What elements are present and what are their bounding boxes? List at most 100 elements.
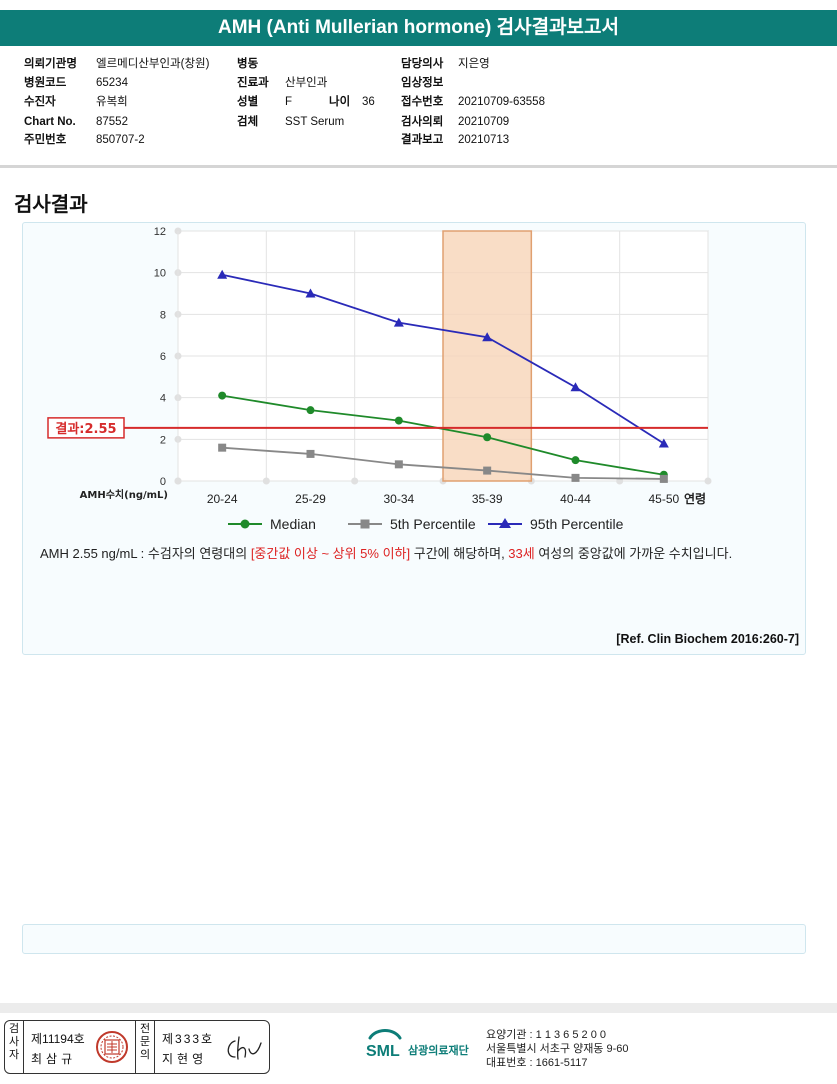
y-tick-label: 4: [160, 393, 166, 405]
legend-label: 5th Percentile: [390, 516, 476, 532]
handwritten-signature-icon: [227, 1036, 262, 1060]
data-point: [571, 473, 580, 482]
data-point: [571, 456, 580, 465]
report-date-label: 결과보고: [401, 134, 444, 146]
hospital-code-row: 병원코드 65234: [24, 74, 128, 92]
sex-value: F: [285, 96, 293, 108]
ward-row: 병동: [237, 55, 285, 73]
sml-logo: SML 삼광의료재단: [366, 1029, 469, 1060]
x-tick-label: 45-50: [648, 492, 679, 506]
specimen-label: 검체: [237, 116, 259, 128]
x-tick-label: 25-29: [295, 492, 326, 506]
doctor-row: 담당의사 지은영: [401, 55, 490, 73]
legend-label: Median: [270, 516, 316, 532]
data-point: [483, 466, 492, 475]
request-date-row: 검사의뢰 20210709: [401, 113, 509, 131]
sex-row: 성별 F 나이 36: [237, 93, 375, 111]
result-age-highlight: 33세: [508, 546, 535, 561]
reference-citation: [Ref. Clin Biochem 2016:260-7]: [616, 632, 799, 646]
data-point: [483, 433, 492, 442]
x-tick-dot: [262, 477, 270, 485]
series-line-median: [222, 394, 664, 476]
y-tick-label: 2: [160, 434, 166, 446]
organization-info: 요양기관 : 1 1 3 6 5 2 0 0 서울특별시 서초구 양재동 9-6…: [486, 1028, 629, 1070]
y-tick-label: 12: [154, 226, 166, 238]
result-label: 결과:2.55: [55, 421, 116, 437]
y-tick-label: 8: [160, 309, 166, 321]
chart-no-row: Chart No. 87552: [24, 113, 128, 131]
ward-label: 병동: [237, 58, 259, 70]
resident-no-label: 주민번호: [24, 134, 67, 146]
series-line-95th-percentile: [221, 273, 665, 445]
examinee-row: 수진자 유복희: [24, 93, 128, 111]
inspector-license-no: 제11194호: [31, 1032, 85, 1046]
specialist-license-no: 제333호: [162, 1032, 215, 1046]
series-line-5th-percentile: [222, 446, 664, 480]
data-point: [570, 382, 581, 392]
signature-box: 검사자 제11194호 최삼규 전문의 제333호 지현영: [4, 1020, 270, 1074]
x-tick-label: 40-44: [560, 492, 591, 506]
care-institution-code: 요양기관 : 1 1 3 6 5 2 0 0: [486, 1029, 606, 1041]
clinical-info-row: 임상정보: [401, 74, 458, 92]
hospital-code-label: 병원코드: [24, 77, 67, 89]
y-tick-label: 6: [160, 351, 166, 363]
y-tick-label: 10: [154, 268, 166, 280]
chart-legend: Median 5th Percentile 95th Percentile: [228, 516, 624, 532]
examinee-value: 유복희: [96, 96, 128, 108]
logo-org-name: 삼광의료재단: [408, 1043, 469, 1057]
specimen-value: SST Serum: [285, 116, 345, 128]
axis-layer: 0 2 4 6 8 10 12 20-24 25-29 30-34 35-39 40-44 45-50 연…: [80, 226, 706, 506]
footer-divider: [0, 1003, 837, 1013]
logo-text: SML: [366, 1043, 400, 1060]
doctor-label: 담당의사: [401, 58, 444, 70]
specialist-label: 전문의: [139, 1023, 151, 1061]
legend-marker: [240, 519, 250, 529]
department-value: 산부인과: [285, 77, 328, 89]
institution-value: 엘르메디산부인과(창원): [96, 58, 210, 70]
clinical-info-label: 임상정보: [401, 77, 444, 89]
amh-chart: 결과:2.55 0 2 4 6 8 10 12 20-24 25-29 30-34 35-39 40-…: [47, 226, 712, 532]
organization-address: 서울특별시 서초구 양재동 9-60: [486, 1043, 629, 1055]
chart-no-value: 87552: [96, 116, 128, 128]
specialist-name: 지현영: [162, 1052, 208, 1066]
chart-no-label: Chart No.: [24, 116, 76, 128]
x-axis-suffix-label: 연령: [684, 491, 706, 506]
data-point: [393, 317, 404, 327]
result-layer: 결과:2.55: [47, 417, 708, 439]
seal-stamp-icon: [96, 1031, 128, 1063]
patient-info: 의뢰기관명 엘르메디산부인과(창원) 병원코드 65234 수진자 유복희 Chart…: [0, 52, 837, 168]
y-axis-label: AMH수치(ng/mL): [80, 488, 168, 501]
data-point: [218, 443, 227, 452]
specimen-row: 검체 SST Serum: [237, 113, 344, 131]
legend-marker: [499, 518, 511, 528]
age-value: 36: [362, 96, 375, 108]
data-point: [394, 460, 403, 469]
highlight-layer: [442, 230, 533, 482]
data-point: [394, 416, 403, 425]
data-point: [658, 438, 669, 448]
sex-label: 성별: [237, 96, 259, 108]
result-text-part3: 여성의 중앙값에 가까운 수치입니다.: [534, 546, 733, 561]
x-tick-label: 20-24: [207, 492, 238, 506]
receipt-no-label: 접수번호: [401, 96, 444, 108]
hospital-code-value: 65234: [96, 77, 128, 89]
x-tick-dot: [174, 477, 182, 485]
institution-row: 의뢰기관명 엘르메디산부인과(창원): [24, 55, 209, 73]
data-point: [659, 474, 668, 483]
result-text-part1: AMH 2.55 ng/mL : 수검자의 연령대의: [40, 546, 251, 561]
section-title: 검사결과: [14, 192, 88, 216]
result-range-highlight: [중간값 이상 ~ 상위 5% 이하]: [250, 546, 411, 561]
data-point: [218, 391, 227, 400]
request-date-label: 검사의뢰: [401, 116, 444, 128]
data-point: [217, 269, 228, 279]
department-label: 진료과: [237, 77, 269, 89]
inspector-name: 최삼규: [31, 1052, 77, 1066]
age-label: 나이: [329, 96, 351, 108]
data-point: [482, 332, 493, 342]
institution-label: 의뢰기관명: [24, 58, 77, 70]
x-tick-dot: [351, 477, 359, 485]
resident-no-value: 850707-2: [96, 134, 145, 146]
y-tick-label: 0: [160, 476, 166, 488]
report-date-value: 20210713: [458, 134, 510, 146]
legend-marker: [360, 519, 370, 529]
